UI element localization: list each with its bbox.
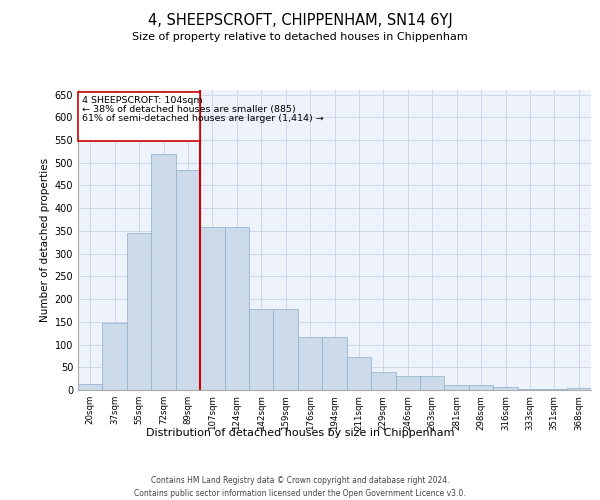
- Bar: [371, 372, 395, 390]
- Bar: [78, 384, 103, 390]
- Bar: [322, 337, 347, 390]
- Text: Size of property relative to detached houses in Chippenham: Size of property relative to detached ho…: [132, 32, 468, 42]
- Bar: [445, 384, 469, 390]
- Bar: [518, 389, 542, 390]
- Bar: [249, 309, 274, 390]
- Bar: [347, 357, 371, 390]
- Bar: [493, 388, 518, 390]
- Text: 4 SHEEPSCROFT: 104sqm: 4 SHEEPSCROFT: 104sqm: [82, 96, 202, 105]
- Bar: [274, 309, 298, 390]
- Bar: [127, 233, 151, 390]
- Bar: [469, 384, 493, 390]
- Text: 4, SHEEPSCROFT, CHIPPENHAM, SN14 6YJ: 4, SHEEPSCROFT, CHIPPENHAM, SN14 6YJ: [148, 12, 452, 28]
- Bar: [78, 92, 200, 141]
- Text: Contains HM Land Registry data © Crown copyright and database right 2024.: Contains HM Land Registry data © Crown c…: [151, 476, 449, 485]
- Text: 61% of semi-detached houses are larger (1,414) →: 61% of semi-detached houses are larger (…: [82, 114, 323, 123]
- Bar: [420, 376, 445, 390]
- Bar: [395, 376, 420, 390]
- Bar: [224, 228, 249, 390]
- Text: Distribution of detached houses by size in Chippenham: Distribution of detached houses by size …: [146, 428, 454, 438]
- Text: Contains public sector information licensed under the Open Government Licence v3: Contains public sector information licen…: [134, 489, 466, 498]
- Bar: [200, 228, 224, 390]
- Bar: [566, 388, 591, 390]
- Bar: [298, 337, 322, 390]
- Bar: [176, 170, 200, 390]
- Y-axis label: Number of detached properties: Number of detached properties: [40, 158, 50, 322]
- Bar: [103, 322, 127, 390]
- Bar: [542, 389, 566, 390]
- Bar: [151, 154, 176, 390]
- Text: ← 38% of detached houses are smaller (885): ← 38% of detached houses are smaller (88…: [82, 105, 295, 114]
